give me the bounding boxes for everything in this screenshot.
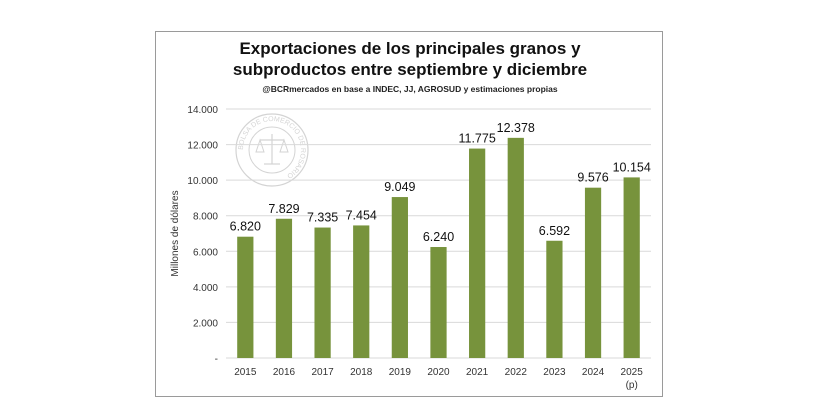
bar-2015 <box>237 236 254 358</box>
bar-2020 <box>430 247 447 358</box>
chart-subtitle: @BCRmercados en base a INDEC, JJ, AGROSU… <box>262 84 558 94</box>
x-tick-label: 2024 <box>582 367 605 378</box>
y-tick-label: 2.000 <box>193 318 218 329</box>
x-tick-label: 2022 <box>505 367 528 378</box>
bar-2024 <box>584 187 602 358</box>
bar-chart: - 2.000 4.000 6.000 8.000 10.000 12.000 14.000 M… <box>170 105 651 391</box>
bar-2019 <box>391 197 408 358</box>
data-label: 7.829 <box>268 202 299 216</box>
bar-2018 <box>353 225 370 358</box>
x-tick-label: 2021 <box>466 367 489 378</box>
x-tick-label: 2018 <box>350 367 373 378</box>
x-tick-label: 2019 <box>389 367 412 378</box>
x-tick-sublabel: (p) <box>626 380 638 391</box>
y-tick-label: 4.000 <box>193 283 218 294</box>
data-label: 6.592 <box>539 224 570 238</box>
x-tick-label: 2016 <box>273 367 296 378</box>
chart-title: Exportaciones de los principales granos … <box>156 38 664 80</box>
chart-frame: Exportaciones de los principales granos … <box>155 31 663 397</box>
y-tick-label: 6.000 <box>193 247 218 258</box>
x-tick-label: 2025 <box>621 367 644 378</box>
data-label: 6.820 <box>230 220 261 234</box>
y-tick-label: 12.000 <box>187 141 218 152</box>
bar-2016 <box>275 218 293 358</box>
x-tick-label: 2023 <box>543 367 566 378</box>
bar-2022 <box>507 137 524 358</box>
y-axis-label: Millones de dólares <box>170 190 181 276</box>
bar-2025 <box>623 177 640 358</box>
chart-title-line-2: subproductos entre septiembre y diciembr… <box>232 60 588 79</box>
data-label: 12.378 <box>497 121 535 135</box>
data-label: 7.335 <box>307 211 338 225</box>
bar-2023 <box>546 240 563 358</box>
data-label: 9.049 <box>384 180 415 194</box>
y-tick-label: 10.000 <box>187 176 218 187</box>
chart-title-line-1: Exportaciones de los principales granos … <box>239 39 581 58</box>
data-label: 10.154 <box>613 160 651 174</box>
bar-2017 <box>314 227 331 358</box>
x-tick-label: 2020 <box>427 367 450 378</box>
x-tick-label: 2017 <box>311 367 334 378</box>
bar-2021 <box>469 148 486 358</box>
y-tick-label: 14.000 <box>187 105 218 116</box>
x-tick-label: 2015 <box>234 367 257 378</box>
y-tick-label: - <box>215 354 218 365</box>
data-label: 7.454 <box>346 208 377 222</box>
data-label: 9.576 <box>577 171 608 185</box>
data-label: 6.240 <box>423 230 454 244</box>
data-label: 11.775 <box>458 132 495 146</box>
y-tick-label: 8.000 <box>193 212 218 223</box>
bcr-seal-watermark: BOLSA DE COMERCIO DE ROSARIO <box>235 113 309 187</box>
